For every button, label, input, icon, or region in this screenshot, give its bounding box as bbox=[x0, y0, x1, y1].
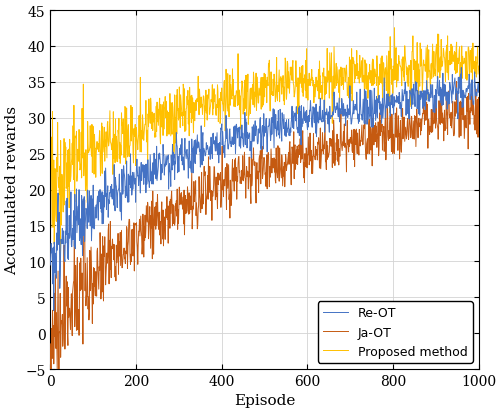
Proposed method bbox=[391, 26, 397, 31]
Ja-OT bbox=[134, 262, 140, 267]
Ja-OT bbox=[397, 119, 403, 123]
Ja-OT bbox=[381, 141, 387, 146]
Re-OT bbox=[381, 94, 387, 99]
Re-OT bbox=[457, 66, 463, 71]
X-axis label: Episode: Episode bbox=[233, 394, 295, 408]
Proposed method bbox=[397, 66, 403, 71]
Proposed method bbox=[475, 64, 481, 69]
Line: Proposed method: Proposed method bbox=[50, 29, 478, 263]
Re-OT bbox=[47, 263, 53, 268]
Re-OT bbox=[454, 76, 460, 81]
Proposed method bbox=[134, 148, 140, 153]
Re-OT bbox=[134, 174, 140, 179]
Proposed method bbox=[47, 177, 53, 182]
Ja-OT bbox=[426, 133, 432, 138]
Re-OT bbox=[51, 309, 57, 313]
Proposed method bbox=[455, 59, 461, 64]
Ja-OT bbox=[48, 367, 54, 372]
Ja-OT bbox=[454, 111, 460, 116]
Proposed method bbox=[74, 179, 80, 184]
Proposed method bbox=[57, 261, 63, 266]
Ja-OT bbox=[475, 109, 481, 114]
Line: Ja-OT: Ja-OT bbox=[50, 82, 478, 369]
Legend: Re-OT, Ja-OT, Proposed method: Re-OT, Ja-OT, Proposed method bbox=[317, 301, 471, 363]
Re-OT bbox=[397, 101, 403, 106]
Re-OT bbox=[74, 230, 80, 235]
Proposed method bbox=[426, 81, 432, 86]
Ja-OT bbox=[468, 79, 474, 84]
Re-OT bbox=[475, 82, 481, 87]
Line: Re-OT: Re-OT bbox=[50, 69, 478, 311]
Re-OT bbox=[426, 100, 432, 104]
Y-axis label: Accumulated rewards: Accumulated rewards bbox=[6, 106, 20, 274]
Proposed method bbox=[381, 75, 387, 80]
Ja-OT bbox=[47, 342, 53, 347]
Ja-OT bbox=[74, 280, 80, 285]
